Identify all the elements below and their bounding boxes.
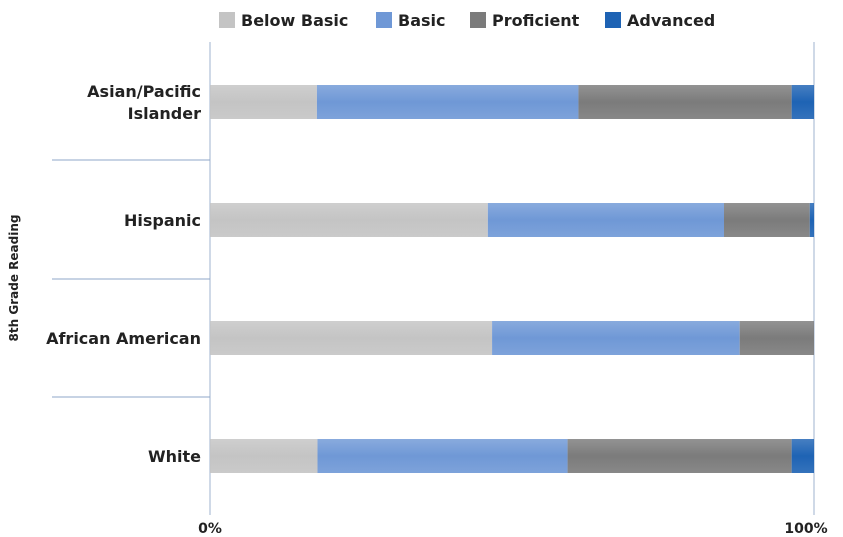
legend-label-proficient: Proficient — [492, 11, 580, 30]
bar-segment-hispanic-proficient — [724, 203, 810, 237]
legend-swatch-below-basic — [219, 12, 235, 28]
legend-label-advanced: Advanced — [627, 11, 715, 30]
legend-swatch-proficient — [470, 12, 486, 28]
bar-segment-white-advanced — [791, 439, 814, 473]
bars-group — [210, 85, 814, 473]
category-label-hispanic: Hispanic — [124, 211, 201, 230]
bar-segment-asian-pacific-islander-proficient — [578, 85, 792, 119]
bar-segment-hispanic-basic — [487, 203, 724, 237]
legend-swatch-basic — [376, 12, 392, 28]
y-axis-title: 8th Grade Reading — [7, 215, 21, 342]
bar-segment-asian-pacific-islander-advanced — [791, 85, 814, 119]
legend-label-below-basic: Below Basic — [241, 11, 348, 30]
bar-segment-asian-pacific-islander-below-basic — [210, 85, 317, 119]
x-tick-label-max: 100% — [784, 521, 827, 537]
bar-segment-asian-pacific-islander-basic — [316, 85, 579, 119]
bar-segment-hispanic-advanced — [809, 203, 814, 237]
bar-segment-african-american-proficient — [739, 321, 814, 355]
category-labels: Asian/Pacific Islander Hispanic African Ame… — [46, 82, 201, 466]
category-label-asian-pacific-islander: Asian/Pacific Islander — [87, 82, 201, 123]
bar-segment-african-american-below-basic — [210, 321, 493, 355]
legend-label-basic: Basic — [398, 11, 445, 30]
bar-segment-white-below-basic — [210, 439, 318, 473]
category-label-african-american: African American — [46, 329, 201, 348]
legend: Below Basic Basic Proficient Advanced — [219, 11, 715, 30]
bar-segment-white-proficient — [567, 439, 792, 473]
legend-swatch-advanced — [605, 12, 621, 28]
bar-segment-hispanic-below-basic — [210, 203, 488, 237]
bar-segment-african-american-basic — [492, 321, 740, 355]
category-label-white: White — [148, 447, 201, 466]
bar-segment-white-basic — [317, 439, 568, 473]
x-tick-label-min: 0% — [198, 521, 222, 537]
category-separators — [52, 159, 210, 398]
